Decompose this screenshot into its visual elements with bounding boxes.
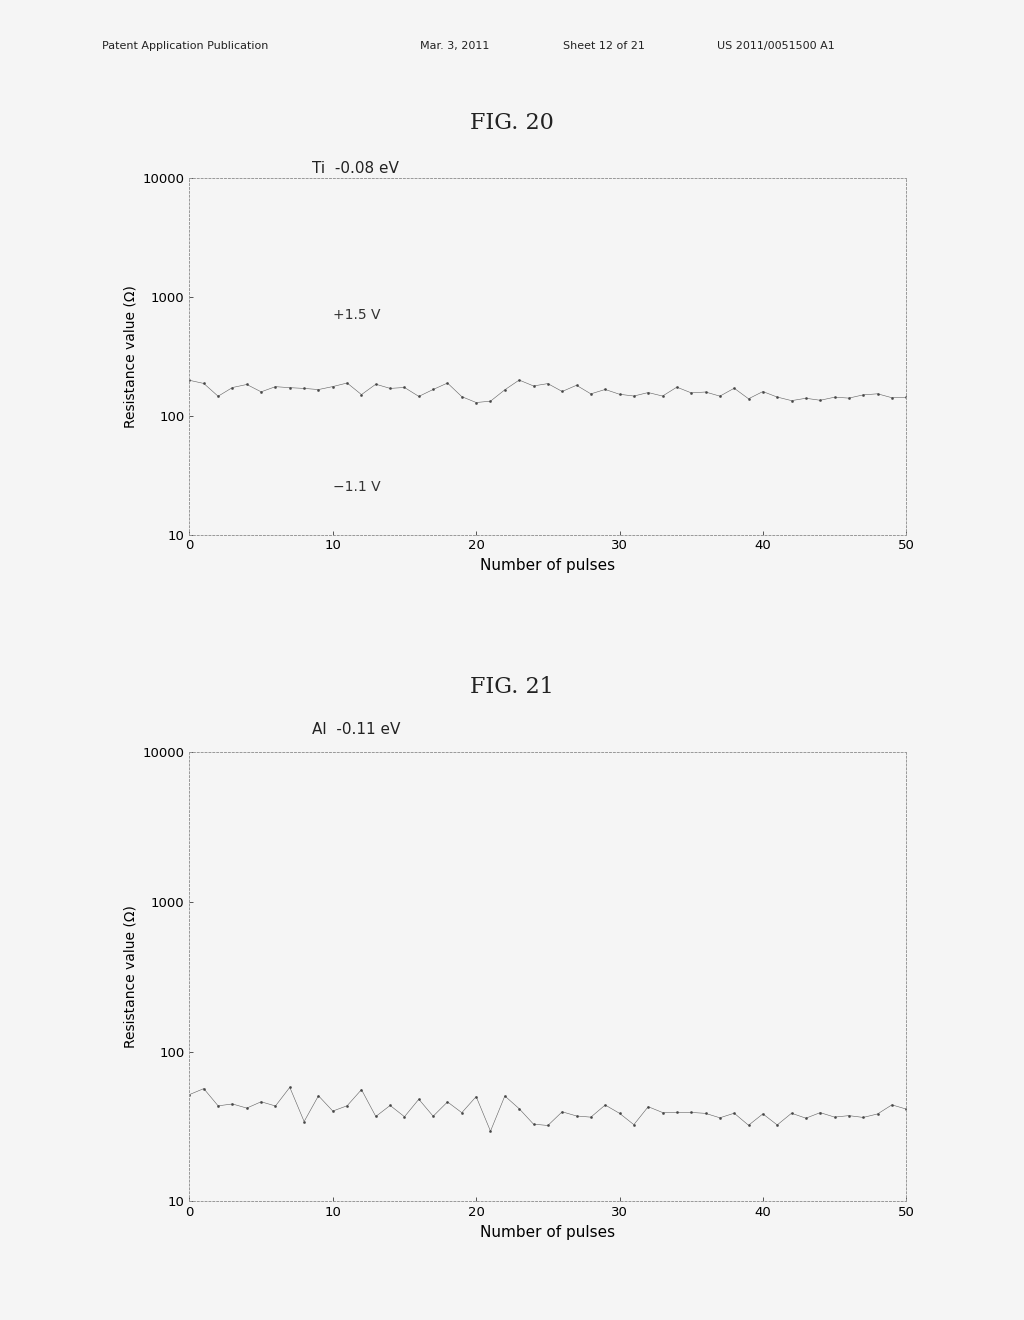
Text: Ti  -0.08 eV: Ti -0.08 eV (312, 161, 399, 176)
Text: −1.1 V: −1.1 V (333, 480, 381, 494)
Text: Mar. 3, 2011: Mar. 3, 2011 (420, 41, 489, 51)
Text: Sheet 12 of 21: Sheet 12 of 21 (563, 41, 645, 51)
Text: US 2011/0051500 A1: US 2011/0051500 A1 (717, 41, 835, 51)
Text: FIG. 20: FIG. 20 (470, 112, 554, 135)
Y-axis label: Resistance value (Ω): Resistance value (Ω) (123, 906, 137, 1048)
Text: Al  -0.11 eV: Al -0.11 eV (312, 722, 400, 737)
Y-axis label: Resistance value (Ω): Resistance value (Ω) (123, 285, 137, 428)
X-axis label: Number of pulses: Number of pulses (480, 558, 615, 573)
Text: +1.5 V: +1.5 V (333, 309, 380, 322)
Text: Patent Application Publication: Patent Application Publication (102, 41, 268, 51)
Text: FIG. 21: FIG. 21 (470, 676, 554, 698)
X-axis label: Number of pulses: Number of pulses (480, 1225, 615, 1239)
